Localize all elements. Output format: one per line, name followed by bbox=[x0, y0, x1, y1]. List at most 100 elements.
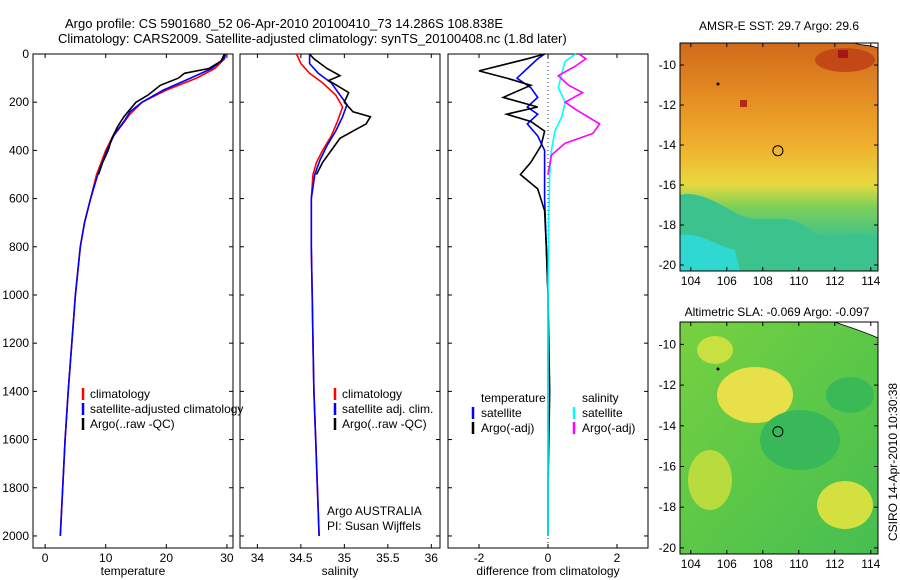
series-line bbox=[59, 53, 227, 537]
map-y-tick-label: -20 bbox=[659, 541, 677, 555]
map-y-tick-label: -18 bbox=[659, 218, 677, 232]
sst-map-title: AMSR-E SST: 29.7 Argo: 29.6 bbox=[699, 19, 859, 33]
map-y-tick-label: -20 bbox=[659, 258, 677, 272]
series-line bbox=[547, 53, 577, 536]
map-y-tick-label: -14 bbox=[659, 138, 677, 152]
sla-map: Altimetric SLA: -0.069 Argo: -0.097 104 1… bbox=[659, 305, 881, 571]
x-tick-label: 36 bbox=[425, 551, 439, 565]
sst-hot-spot bbox=[838, 50, 848, 58]
x-tick-label: 20 bbox=[160, 551, 174, 565]
legend-label: Argo(..raw -QC) bbox=[342, 417, 427, 431]
x-tick-label: 34 bbox=[251, 551, 265, 565]
legend-label: climatology bbox=[342, 387, 402, 401]
map-x-tick-label: 106 bbox=[717, 274, 737, 288]
sla-positive-patch bbox=[688, 450, 732, 510]
sst-map: AMSR-E SST: 29.7 Argo: 29.6 104 106 108 110… bbox=[659, 19, 881, 288]
x-axis-label: salinity bbox=[322, 564, 359, 578]
coastline bbox=[854, 43, 878, 49]
map-y-tick-label: -10 bbox=[659, 58, 677, 72]
x-tick-label: 35 bbox=[338, 551, 352, 565]
series-line bbox=[547, 53, 601, 175]
map-y-tick-label: -12 bbox=[659, 98, 677, 112]
series-line bbox=[295, 53, 344, 537]
map-x-tick-label: 110 bbox=[789, 557, 808, 571]
sla-negative-patch bbox=[826, 377, 874, 413]
legend-label: satellite adj. clim. bbox=[342, 402, 433, 416]
legend-label: satellite-adjusted climatology bbox=[90, 402, 243, 416]
legend-label: Argo(-adj) bbox=[582, 421, 635, 435]
sst-hot-spot bbox=[740, 100, 747, 107]
panel-note: PI: Susan Wijffels bbox=[327, 519, 421, 533]
sla-map-title: Altimetric SLA: -0.069 Argo: -0.097 bbox=[685, 305, 870, 319]
y-tick-label: 1800 bbox=[2, 481, 29, 495]
temperature-panel: 0 10 20 30 0 200 400 600 800 1000 1200 1400 1600 1800… bbox=[2, 47, 243, 578]
y-tick-label: 1000 bbox=[2, 288, 29, 302]
map-x-tick-label: 104 bbox=[681, 557, 701, 571]
x-tick-label: 2 bbox=[614, 551, 621, 565]
sla-positive-patch bbox=[817, 481, 873, 529]
y-tick-label: 400 bbox=[9, 143, 29, 157]
sst-warm-patch bbox=[815, 48, 875, 72]
map-x-tick-label: 112 bbox=[825, 557, 844, 571]
map-x-tick-label: 108 bbox=[753, 274, 773, 288]
series-line bbox=[308, 54, 348, 537]
map-y-tick-label: -12 bbox=[659, 378, 677, 392]
series-line bbox=[309, 53, 372, 175]
sla-negative-patch bbox=[760, 410, 840, 470]
island-marker bbox=[716, 82, 720, 86]
map-x-tick-label: 106 bbox=[717, 557, 737, 571]
legend-label: Argo(..raw -QC) bbox=[90, 417, 175, 431]
y-tick-label: 800 bbox=[9, 240, 29, 254]
panel-note: Argo AUSTRALIA bbox=[327, 504, 422, 518]
x-tick-label: 0 bbox=[545, 551, 552, 565]
sla-positive-patch bbox=[697, 336, 733, 364]
y-tick-label: 1400 bbox=[2, 384, 29, 398]
x-tick-label: 35.5 bbox=[376, 551, 400, 565]
figure-title-line2: Climatology: CARS2009. Satellite-adjuste… bbox=[58, 31, 567, 46]
x-tick-label: 0 bbox=[42, 551, 49, 565]
map-x-tick-label: 112 bbox=[825, 274, 844, 288]
sla-positive-patch bbox=[717, 367, 793, 423]
legend-label: Argo(-adj) bbox=[481, 421, 534, 435]
series-line bbox=[515, 53, 549, 536]
legend-group-title: salinity bbox=[582, 391, 619, 405]
y-tick-label: 600 bbox=[9, 192, 29, 206]
map-x-tick-label: 108 bbox=[753, 557, 773, 571]
x-tick-label: 30 bbox=[220, 551, 234, 565]
side-timestamp-label: CSIRO 14-Apr-2010 10:30:38 bbox=[886, 383, 900, 541]
x-axis-label: temperature bbox=[101, 564, 166, 578]
y-tick-label: 1600 bbox=[2, 433, 29, 447]
coastline bbox=[834, 322, 878, 339]
y-tick-label: 2000 bbox=[2, 529, 29, 543]
plot-frame bbox=[239, 53, 441, 549]
y-tick-label: 1200 bbox=[2, 336, 29, 350]
map-x-tick-label: 114 bbox=[861, 557, 880, 571]
x-tick-label: 34.5 bbox=[289, 551, 313, 565]
y-tick-label: 0 bbox=[22, 47, 29, 61]
map-x-tick-label: 114 bbox=[861, 274, 880, 288]
map-y-tick-label: -16 bbox=[659, 459, 677, 473]
series-line bbox=[478, 53, 551, 536]
island-marker bbox=[716, 367, 720, 371]
legend-label: climatology bbox=[90, 387, 150, 401]
x-tick-label: 10 bbox=[99, 551, 113, 565]
map-x-tick-label: 110 bbox=[789, 274, 808, 288]
argo-location-marker bbox=[772, 145, 784, 157]
map-y-tick-label: -14 bbox=[659, 419, 677, 433]
map-y-tick-label: -16 bbox=[659, 178, 677, 192]
y-tick-label: 200 bbox=[9, 95, 29, 109]
plot-frame bbox=[32, 53, 234, 549]
map-x-tick-label: 104 bbox=[681, 274, 701, 288]
series-line bbox=[97, 53, 226, 175]
map-y-tick-label: -18 bbox=[659, 500, 677, 514]
x-tick-label: -2 bbox=[474, 551, 485, 565]
x-axis-label: difference from climatology bbox=[476, 564, 619, 578]
map-y-tick-label: -10 bbox=[659, 337, 677, 351]
sst-cyan-region bbox=[680, 234, 740, 271]
legend-label: satellite bbox=[582, 406, 623, 420]
series-line bbox=[59, 53, 226, 537]
legend-group-title: temperature bbox=[481, 391, 546, 405]
salinity-panel: 34 34.5 35 35.5 36 salinity climatologysatelli… bbox=[239, 53, 441, 578]
